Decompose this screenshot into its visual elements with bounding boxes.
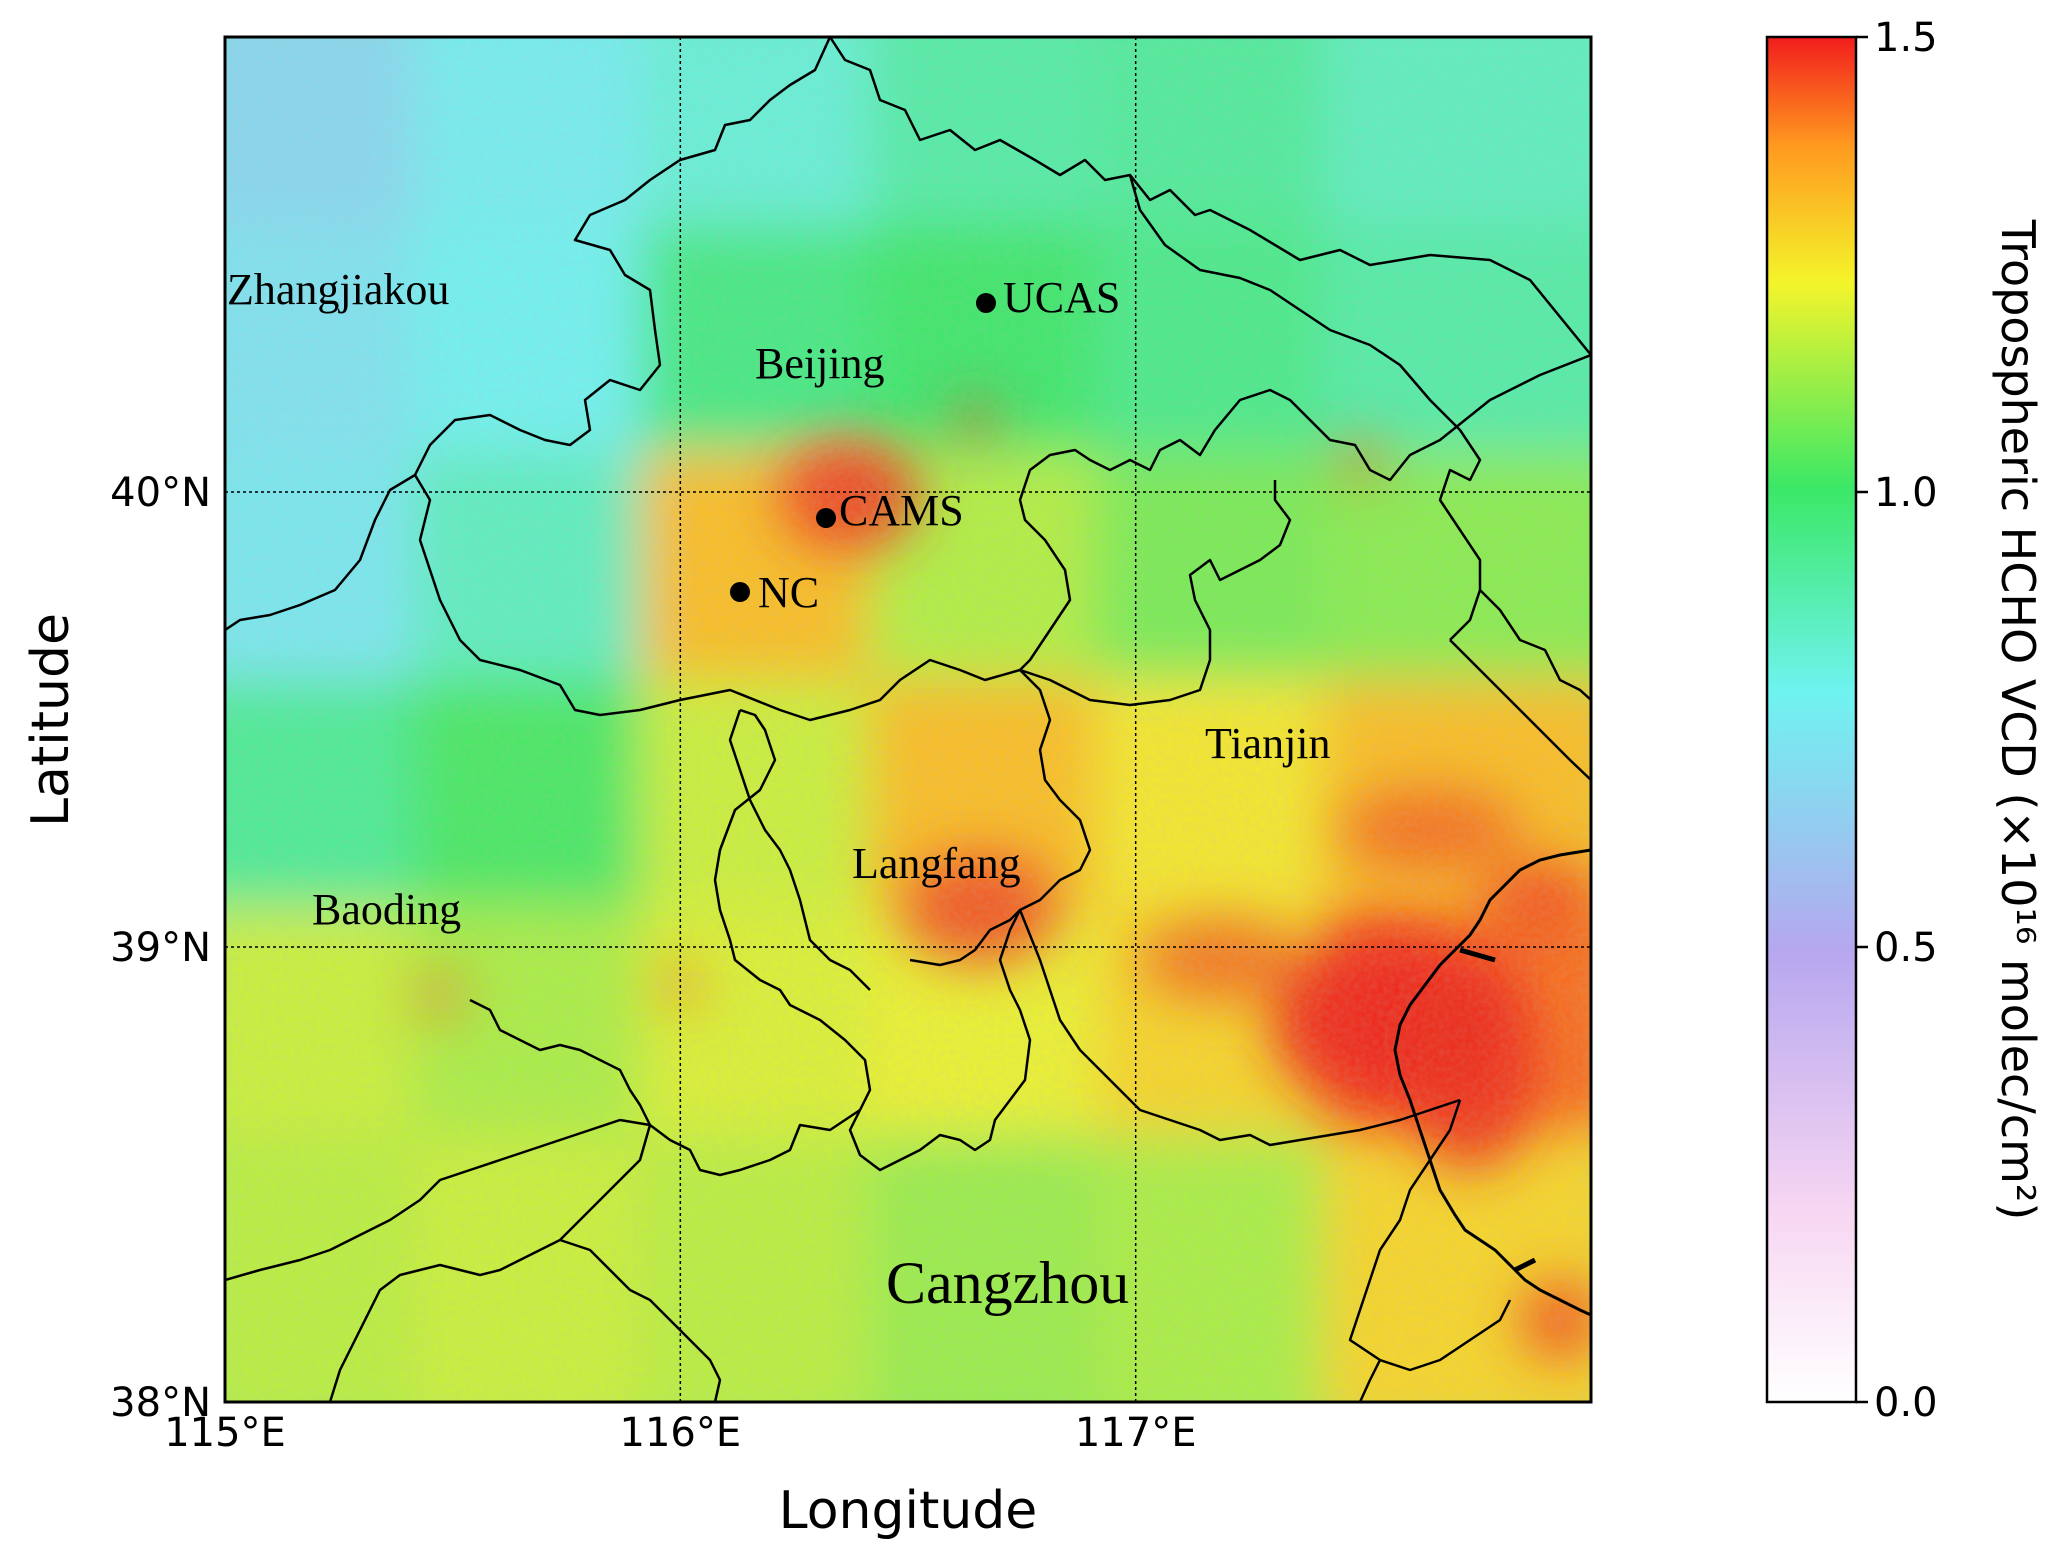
admin-boundaries [225, 37, 1591, 1402]
site-dot-cams [816, 508, 836, 528]
colorbar-tick-label: 1.0 [1874, 470, 1938, 516]
site-dot-nc [730, 582, 750, 602]
site-label-nc: NC [758, 568, 819, 617]
y-axis-title: Latitude [21, 613, 81, 827]
colorbar-tick-label: 1.5 [1874, 15, 1938, 61]
site-markers: UCAS CAMS NC [730, 273, 1120, 617]
map-panel [225, 37, 1591, 1402]
label-baoding: Baoding [312, 885, 461, 934]
longitude-ticks: 115°E 116°E 117°E [164, 1410, 1196, 1456]
label-zhangjiakou: Zhangjiakou [227, 265, 449, 314]
lat-tick-label: 38°N [110, 1380, 211, 1426]
label-beijing: Beijing [755, 339, 885, 388]
colorbar-tick-label: 0.5 [1874, 925, 1938, 971]
site-dot-ucas [976, 293, 996, 313]
latitude-ticks: 38°N 39°N 40°N [110, 470, 211, 1426]
lon-tick-label: 115°E [164, 1410, 286, 1456]
label-langfang: Langfang [852, 839, 1021, 888]
coastline [1393, 848, 1591, 1317]
label-tianjin: Tianjin [1205, 719, 1331, 768]
colorbar-ticks: 0.0 0.5 1.0 1.5 [1856, 15, 1938, 1426]
lon-tick-label: 117°E [1075, 1410, 1197, 1456]
region-labels: Zhangjiakou Beijing Tianjin Langfang Bao… [227, 265, 1331, 1316]
colorbar-tick-label: 0.0 [1874, 1380, 1938, 1426]
lat-tick-label: 40°N [110, 470, 211, 516]
site-label-ucas: UCAS [1003, 273, 1120, 322]
map-frame [223, 35, 1593, 1404]
site-label-cams: CAMS [839, 486, 964, 535]
label-cangzhou: Cangzhou [886, 1250, 1129, 1316]
lat-tick-label: 39°N [110, 925, 211, 971]
colorbar-gradient [1765, 35, 1858, 1404]
colorbar-title: Tropospheric HCHO VCD (×10¹⁶ molec/cm²) [1991, 219, 2045, 1221]
colorbar: 0.0 0.5 1.0 1.5 Tropospheric HCHO VCD (×10¹… [1765, 15, 2045, 1426]
lon-tick-label: 116°E [620, 1410, 742, 1456]
x-axis-title: Longitude [779, 1481, 1038, 1541]
